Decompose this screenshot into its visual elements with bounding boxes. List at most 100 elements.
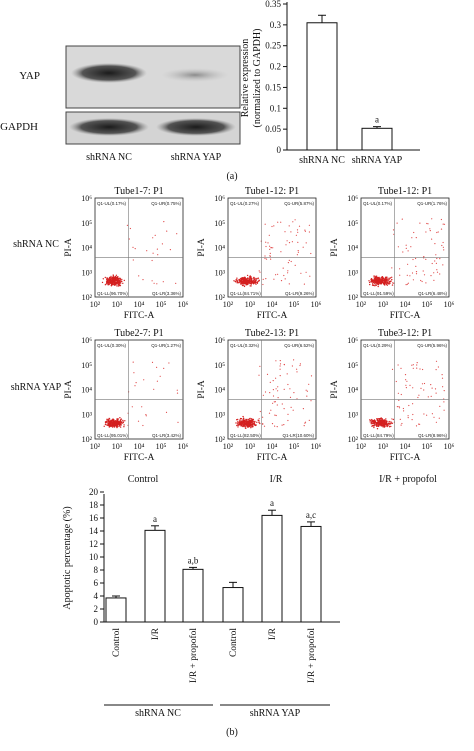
blot-band-yap-nc [71, 63, 147, 83]
flow-xaxis-label: FITC-A [124, 453, 155, 463]
flow-event-dot [117, 285, 120, 287]
flow-event-dot [277, 390, 279, 392]
flow-event-dot [382, 277, 384, 279]
flow-event-dot [248, 280, 251, 282]
flow-event-dot [264, 391, 267, 393]
flow-quadrant-ul: Q1-UL(0.17%) [97, 201, 127, 206]
flow-event-dot [246, 274, 249, 277]
flow-event-dot [436, 269, 438, 271]
flow-event-dot [401, 218, 403, 220]
flow-event-dot [371, 421, 374, 423]
flow-event-dot [381, 419, 384, 421]
flow-event-dot [252, 279, 255, 281]
chart-a-ytick-label: 0.3 [270, 20, 282, 30]
flow-yaxis-label: PI-A [197, 380, 207, 399]
flow-event-dot [129, 227, 131, 230]
flow-event-dot [391, 368, 394, 370]
flow-xtick-label: 10⁴ [400, 300, 411, 309]
flow-event-dot [112, 281, 114, 284]
flow-quadrant-ul: Q1-UL(0.29%) [363, 343, 393, 348]
chart-a-ylabel-line1: Relative expression [240, 39, 251, 118]
flow-xtick-label: 10⁵ [156, 442, 167, 451]
flow-event-dot [299, 363, 301, 365]
flow-ytick-label: 10² [348, 293, 359, 302]
flow-event-dot [399, 418, 401, 420]
flow-event-dot [106, 281, 108, 283]
chart-b-annotation: a,c [306, 510, 316, 520]
flow-plot-events [369, 360, 445, 430]
flow-event-dot [390, 280, 392, 282]
flow-event-dot [163, 221, 165, 223]
flow-event-dot [245, 418, 247, 421]
flow-event-dot [283, 274, 285, 277]
flow-event-dot [104, 284, 107, 286]
flow-plot: Tube1-12: P1 Q1-UL(0.17%) Q1-UR(1.76%) Q1-L… [330, 186, 455, 321]
flow-event-dot [433, 416, 435, 418]
flow-plot-title: Tube1-12: P1 [378, 186, 432, 197]
flow-event-dot [269, 245, 271, 247]
flow-event-dot [412, 279, 414, 281]
flow-event-dot [419, 222, 421, 224]
flow-event-dot [431, 413, 433, 415]
apoptosis-bar-chart: Apoptotic percentage (%) 0 2 4 6 8 10 12 14 16 18… [62, 487, 340, 683]
flow-xtick-label: 10⁶ [444, 300, 455, 309]
flow-event-dot [252, 420, 254, 423]
flow-event-dot [157, 254, 159, 256]
flow-event-dot [105, 283, 108, 285]
flow-event-dot [257, 419, 259, 421]
group-brackets: shRNA NC shRNA YAP [104, 704, 330, 719]
flow-event-dot [430, 275, 432, 277]
flow-plot-events [368, 218, 446, 288]
blot-band-gapdh-shyap [156, 118, 236, 136]
flow-event-dot [242, 277, 244, 279]
flow-event-dot [143, 379, 145, 381]
flow-event-dot [275, 414, 277, 417]
flow-event-dot [236, 277, 238, 279]
flow-event-dot [443, 409, 445, 411]
flow-event-dot [421, 280, 423, 283]
flow-event-dot [286, 373, 288, 375]
flow-event-dot [107, 278, 110, 281]
flow-event-dot [374, 277, 376, 280]
flow-event-dot [119, 426, 122, 428]
flow-event-dot [405, 247, 407, 249]
flow-yaxis-label: PI-A [197, 238, 207, 257]
flow-event-dot [103, 425, 105, 427]
chart-b-ytick-label: 8 [94, 565, 99, 575]
flow-quadrant-lr: Q1-LR(3.42%) [152, 433, 182, 438]
flow-event-dot [372, 422, 375, 424]
flow-event-dot [239, 420, 241, 422]
flow-event-dot [288, 283, 290, 285]
flow-event-dot [412, 387, 414, 389]
flow-event-dot [119, 424, 122, 426]
flow-event-dot [269, 392, 271, 394]
flow-event-dot [441, 377, 444, 379]
flow-event-dot [412, 364, 414, 366]
flow-event-dot [413, 231, 415, 234]
flow-plot-title: Tube1-7: P1 [114, 186, 163, 197]
flow-event-dot [254, 421, 256, 423]
flow-event-dot [243, 279, 245, 281]
flow-xtick-label: 10³ [245, 300, 256, 309]
flow-event-dot [142, 279, 144, 281]
flow-event-dot [435, 360, 438, 362]
flow-event-dot [276, 404, 278, 406]
flow-event-dot [391, 418, 393, 420]
flow-event-dot [123, 426, 125, 428]
flow-event-dot [156, 283, 158, 285]
flow-event-dot [437, 231, 439, 233]
chart-a-category-label: shRNA NC [299, 155, 345, 166]
chart-b-category-label: I/R [151, 627, 161, 640]
flow-event-dot [438, 417, 440, 419]
flow-event-dot [248, 279, 250, 281]
flow-event-dot [383, 278, 386, 280]
flow-event-dot [279, 360, 281, 362]
flow-event-dot [368, 281, 371, 284]
flow-event-dot [145, 414, 147, 416]
flow-ytick-label: 10⁵ [347, 361, 358, 370]
flow-quadrant-ul: Q1-UL(0.27%) [230, 201, 260, 206]
flow-event-dot [385, 425, 388, 427]
flow-event-dot [115, 282, 118, 284]
flow-event-dot [405, 244, 407, 246]
flow-event-dot [302, 246, 304, 248]
